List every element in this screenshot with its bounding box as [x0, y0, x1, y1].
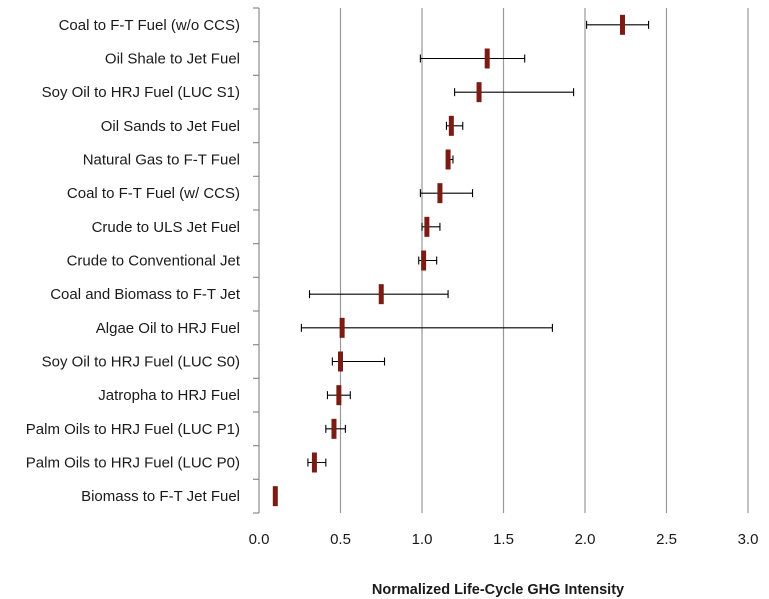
data-marker — [331, 418, 337, 439]
data-marker — [619, 14, 625, 35]
category-label: Soy Oil to HRJ Fuel (LUC S0) — [42, 354, 240, 371]
category-label: Palm Oils to HRJ Fuel (LUC P1) — [26, 421, 240, 438]
data-marker — [339, 317, 345, 338]
errorbar-layer — [273, 20, 650, 501]
category-label: Biomass to F-T Jet Fuel — [81, 488, 240, 505]
data-marker — [445, 149, 451, 170]
data-marker — [338, 351, 343, 372]
marker-layer — [272, 14, 625, 507]
category-label: Oil Shale to Jet Fuel — [105, 51, 240, 68]
x-tick-label: 0.5 — [330, 531, 351, 548]
category-label: Coal and Biomass to F-T Jet — [50, 286, 241, 303]
data-marker — [378, 284, 384, 305]
data-marker — [421, 250, 427, 271]
x-axis-title: Normalized Life-Cycle GHG Intensity — [372, 582, 624, 598]
category-label: Crude to ULS Jet Fuel — [92, 219, 240, 236]
x-tick-label: 2.0 — [575, 531, 596, 548]
category-label: Soy Oil to HRJ Fuel (LUC S1) — [42, 84, 240, 101]
label-layer: 0.0 0.5 1.0 1.5 2.0 2.5 3.0 Coal to F-T Fuel (w… — [26, 17, 759, 548]
category-label: Coal to F-T Fuel (w/ CCS) — [67, 185, 240, 202]
category-label: Jatropha to HRJ Fuel — [98, 387, 240, 404]
x-tick-label: 3.0 — [738, 531, 759, 548]
data-marker — [437, 183, 443, 204]
category-label: Natural Gas to F-T Fuel — [83, 152, 240, 169]
data-marker — [336, 385, 342, 406]
axis-layer — [253, 7, 260, 514]
category-label: Oil Sands to Jet Fuel — [101, 118, 240, 135]
category-label: Coal to F-T Fuel (w/o CCS) — [59, 17, 240, 34]
data-marker — [448, 115, 454, 136]
category-label: Crude to Conventional Jet — [67, 253, 241, 270]
data-marker — [424, 216, 430, 237]
x-tick-label: 1.0 — [412, 531, 433, 548]
data-marker — [272, 486, 278, 507]
data-marker — [484, 48, 490, 69]
x-tick-label: 1.5 — [493, 531, 514, 548]
x-tick-label: 2.5 — [656, 531, 677, 548]
data-marker — [476, 82, 482, 103]
data-marker — [311, 452, 317, 473]
x-tick-label: 0.0 — [249, 531, 270, 548]
category-label: Palm Oils to HRJ Fuel (LUC P0) — [26, 455, 240, 472]
category-label: Algae Oil to HRJ Fuel — [96, 320, 240, 337]
grid-layer — [339, 8, 749, 513]
